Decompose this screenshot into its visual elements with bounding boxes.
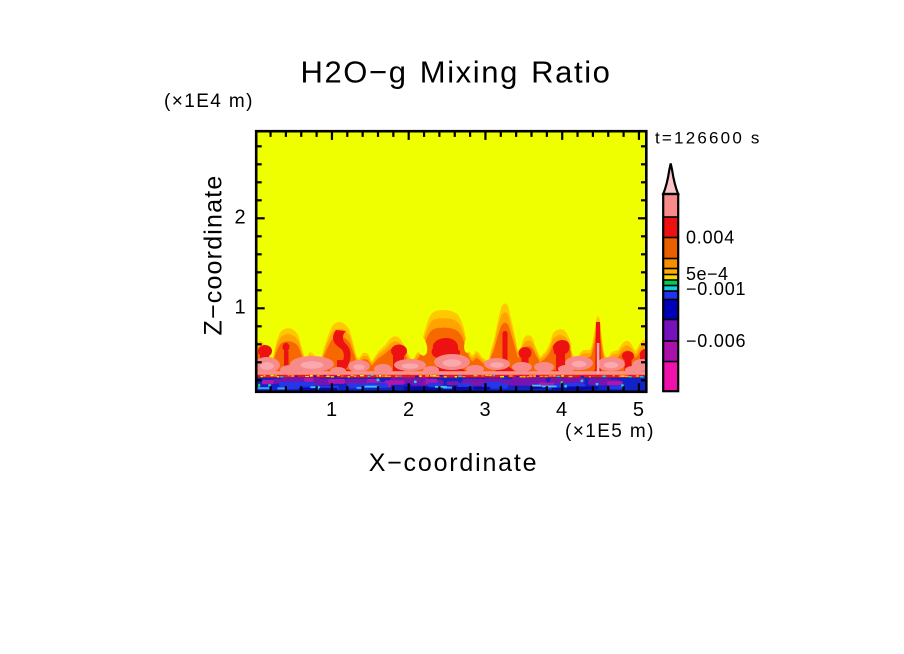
- svg-text:−0.001: −0.001: [686, 279, 746, 299]
- svg-text:3: 3: [479, 399, 490, 421]
- svg-text:Z−coordinate: Z−coordinate: [200, 174, 228, 335]
- svg-text:t=126600 s: t=126600 s: [655, 129, 762, 148]
- svg-text:2: 2: [403, 399, 414, 421]
- svg-text:5e−4: 5e−4: [686, 264, 729, 284]
- svg-text:1: 1: [234, 296, 245, 318]
- svg-text:1: 1: [326, 399, 337, 421]
- svg-text:−0.006: −0.006: [686, 331, 746, 351]
- svg-text:2: 2: [234, 207, 245, 229]
- svg-text:X−coordinate: X−coordinate: [369, 449, 539, 477]
- svg-text:H2O−g Mixing Ratio: H2O−g Mixing Ratio: [300, 55, 611, 90]
- svg-text:(×1E4 m): (×1E4 m): [164, 91, 254, 112]
- svg-text:(×1E5 m): (×1E5 m): [565, 421, 655, 442]
- svg-text:5: 5: [633, 399, 644, 421]
- svg-text:4: 4: [556, 399, 567, 421]
- svg-text:0.004: 0.004: [686, 227, 735, 247]
